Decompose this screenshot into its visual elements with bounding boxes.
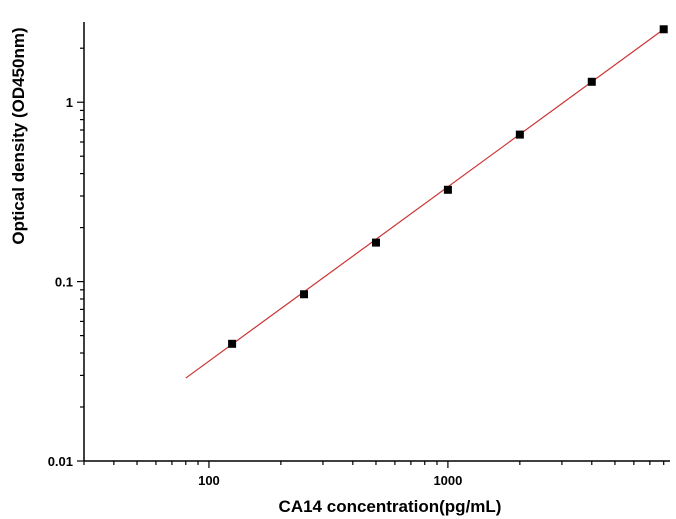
fit-line — [185, 28, 665, 379]
data-point — [587, 77, 596, 86]
data-point — [443, 185, 452, 194]
series-layer — [185, 25, 668, 379]
x-axis-title: CA14 concentration(pg/mL) — [279, 497, 502, 516]
y-tick-label-0.01: 0.01 — [48, 454, 73, 469]
data-point — [515, 130, 524, 139]
y-axis-title: Optical density (OD450nm) — [9, 27, 28, 244]
data-point — [300, 290, 309, 299]
x-tick-label-100: 100 — [198, 473, 220, 488]
data-point — [228, 339, 237, 348]
ticks — [77, 47, 665, 468]
data-point — [659, 25, 668, 34]
y-tick-label-1: 1 — [66, 95, 73, 110]
axes — [83, 22, 670, 462]
y-tick-label-0.1: 0.1 — [55, 275, 73, 290]
tick-labels: 100 1000 0.01 0.1 1 — [48, 95, 463, 488]
data-point — [371, 238, 380, 247]
x-tick-label-1000: 1000 — [433, 473, 462, 488]
